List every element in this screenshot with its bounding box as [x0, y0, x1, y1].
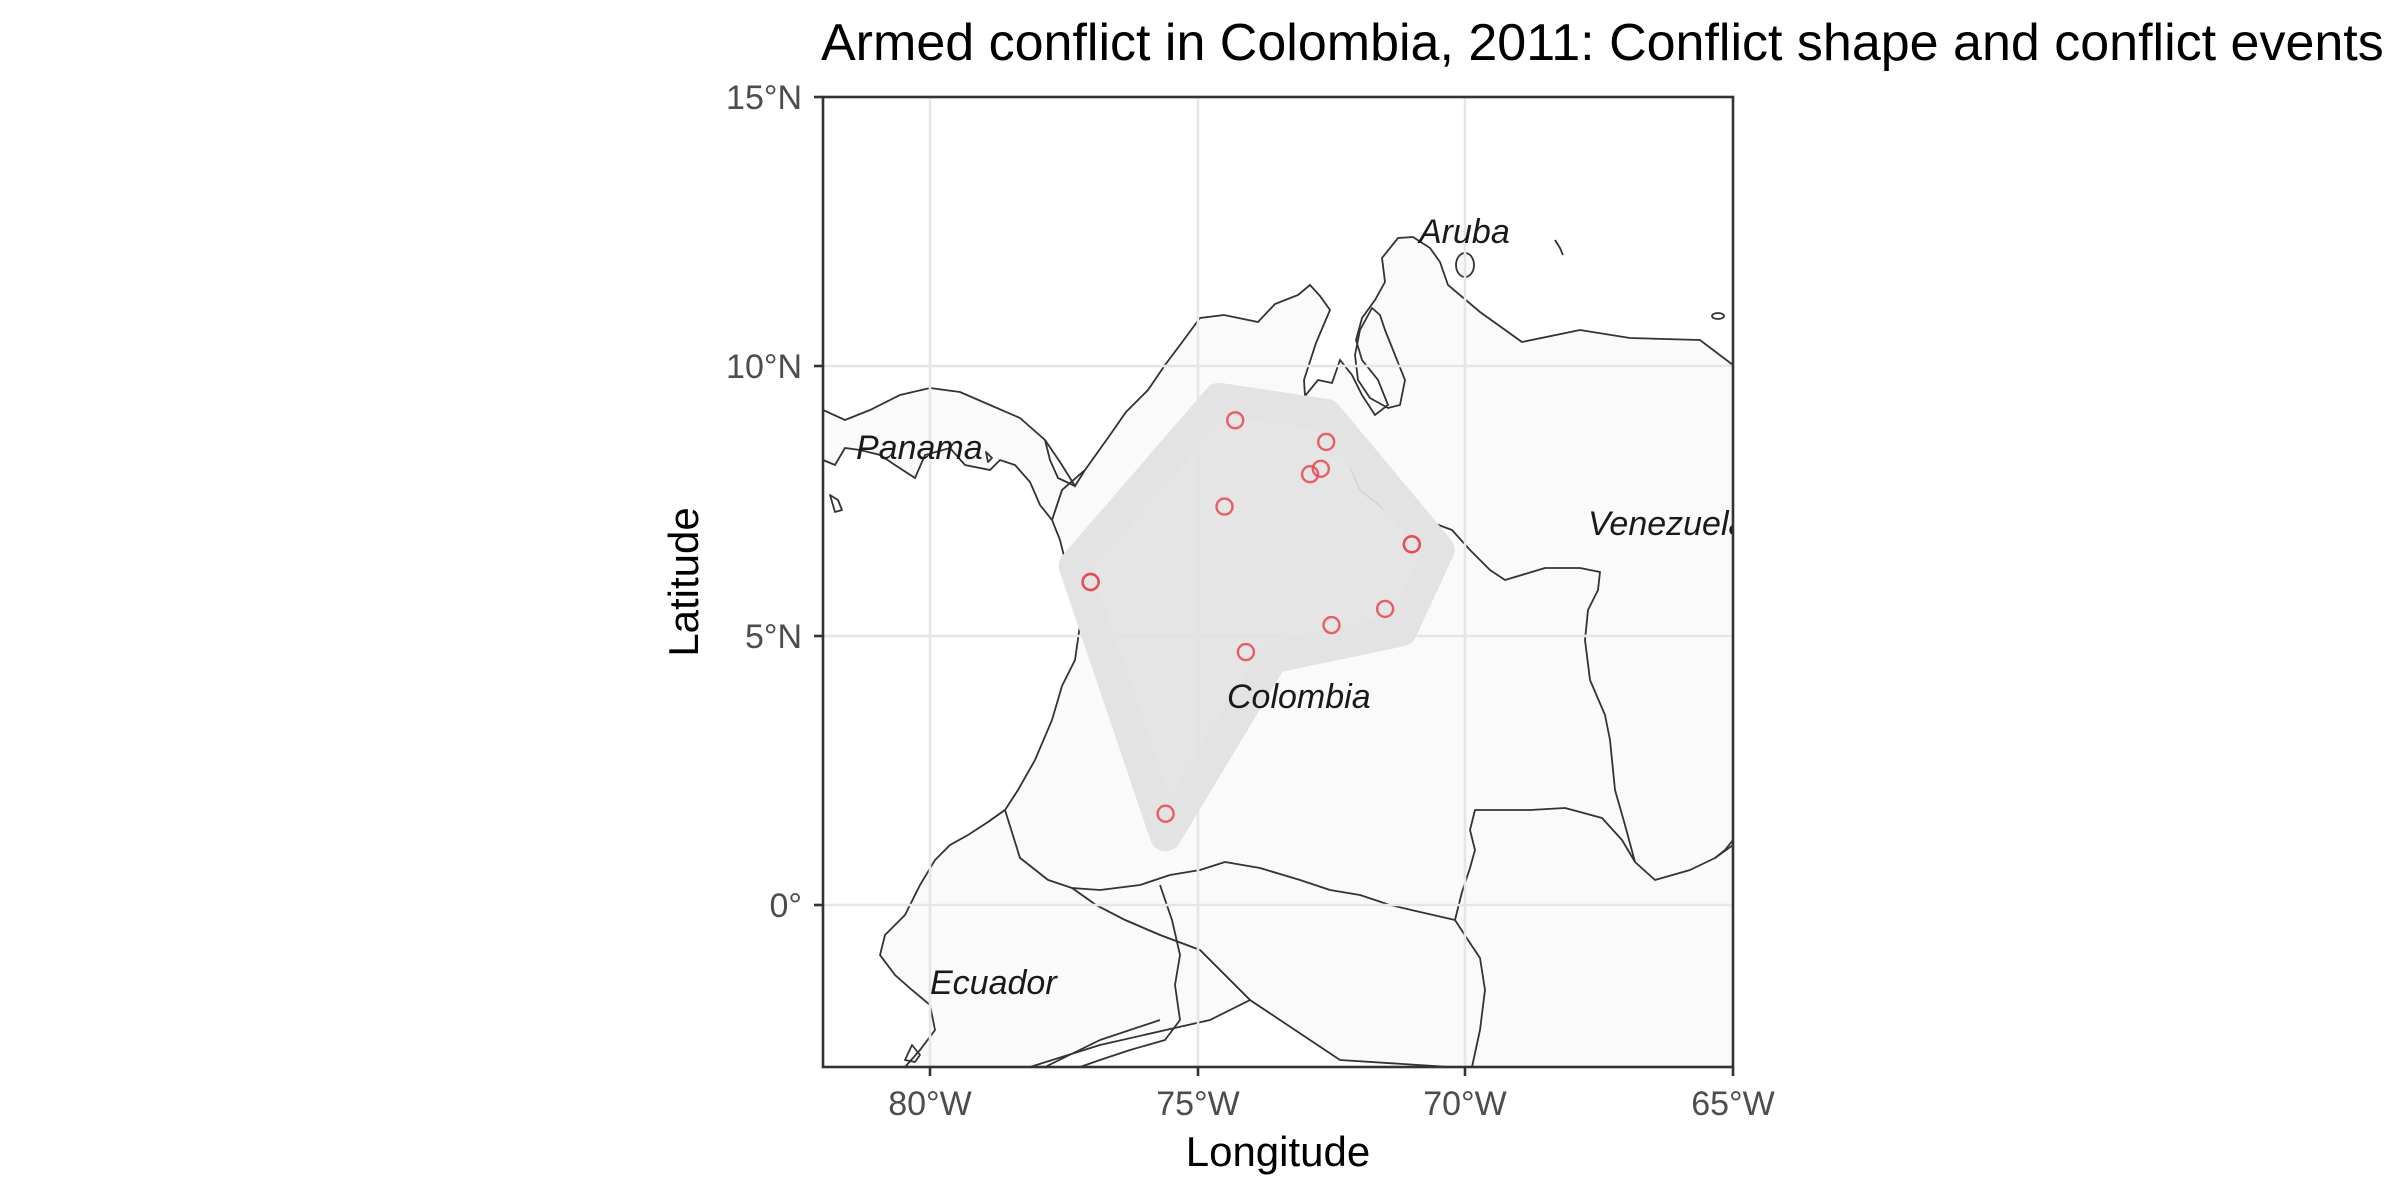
ecuador-peru-border: [1079, 884, 1181, 1067]
y-tick-label-15: 15°N: [726, 79, 802, 117]
country-label-aruba: Aruba: [1417, 213, 1510, 251]
x-tick-label-75: 75°W: [1156, 1085, 1240, 1123]
y-tick-label-0: 0°: [769, 887, 802, 925]
country-label-ecuador: Ecuador: [930, 964, 1058, 1002]
y-axis: 15°N 10°N 5°N 0°: [726, 79, 823, 925]
venezuela-east-border: [1714, 839, 1733, 859]
conflict-event-point: [1225, 411, 1245, 430]
y-axis-title: Latitude: [660, 507, 707, 656]
panama-landmass: [823, 387, 1086, 522]
conflict-event-point: [1236, 642, 1256, 662]
conflict-event-point: [1156, 804, 1175, 823]
panama-islet: [829, 494, 843, 513]
lake-maracaibo: [1354, 307, 1406, 409]
country-label-venezuela: Venezuela: [1588, 505, 1747, 543]
x-tick-label-70: 70°W: [1423, 1085, 1507, 1123]
country-label-colombia: Colombia: [1227, 678, 1371, 716]
colombia-brazil-border: [1454, 807, 1636, 1067]
conflict-event-point: [1215, 497, 1234, 516]
panama-islet-2: [985, 451, 993, 463]
conflict-event-point: [1081, 572, 1100, 592]
map-title: Armed conflict in Colombia, 2011: Confli…: [821, 14, 2384, 72]
small-island: [1711, 312, 1725, 320]
conflict-event-point: [1311, 459, 1331, 478]
country-label-panama: Panama: [856, 429, 983, 467]
ecuador-islet: [904, 1044, 921, 1063]
panel-border: [821, 95, 1735, 1069]
y-tick-label-10: 10°N: [726, 348, 802, 386]
conflict-event-point: [1300, 465, 1320, 484]
x-tick-label-80: 80°W: [888, 1085, 972, 1123]
y-tick-label-5: 5°N: [745, 618, 802, 656]
curacao-island: [1554, 239, 1564, 256]
x-tick-label-65: 65°W: [1691, 1085, 1775, 1123]
conflict-event-point: [1316, 432, 1336, 452]
x-axis-title: Longitude: [1186, 1128, 1371, 1175]
x-axis: 80°W 75°W 70°W 65°W: [888, 1067, 1775, 1123]
map-panel: Aruba Panama Venezuela Colombia Ecuador: [823, 97, 1747, 1067]
conflict-event-point: [1375, 599, 1395, 619]
panama-colombia-border: [1044, 439, 1076, 487]
conflict-shape-polygon: [1058, 382, 1455, 852]
conflict-event-point: [1402, 535, 1422, 554]
peru-coast-border: [1044, 1019, 1161, 1067]
conflict-event-points: [1081, 411, 1422, 823]
conflict-event-point: [1322, 615, 1341, 635]
